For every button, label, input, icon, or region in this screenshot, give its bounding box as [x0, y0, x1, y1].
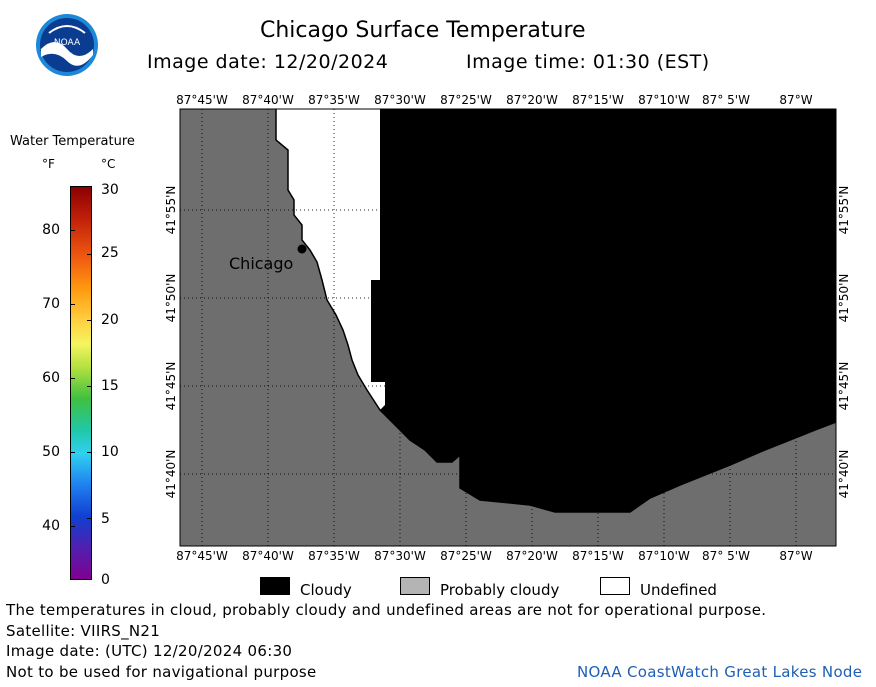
colorbar-tick	[87, 320, 92, 321]
colorbar-tick	[70, 452, 75, 453]
lat-label-right: 41°45'N	[837, 362, 851, 411]
lon-label-top: 87°15'W	[572, 93, 624, 107]
lat-label-right: 41°50'N	[837, 274, 851, 323]
lon-label-bottom: 87°20'W	[506, 549, 558, 563]
key-probably-cloudy-label: Probably cloudy	[440, 581, 560, 599]
lon-label-top: 87°40'W	[242, 93, 294, 107]
footer-credit: NOAA CoastWatch Great Lakes Node	[577, 663, 863, 681]
footer-nav-warning: Not to be used for navigational purpose	[6, 663, 317, 681]
key-cloudy-label: Cloudy	[300, 581, 352, 599]
temperature-colorbar	[70, 186, 92, 580]
legend-f-tick: 70	[42, 296, 60, 312]
chicago-label: Chicago	[229, 254, 293, 273]
legend-title: Water Temperature	[10, 134, 135, 149]
colorbar-tick	[70, 526, 75, 527]
lon-label-top: 87°25'W	[440, 93, 492, 107]
legend-c-tick: 10	[101, 444, 119, 460]
lon-label-bottom: 87° 5'W	[702, 549, 750, 563]
legend-c-tick: 0	[101, 572, 110, 588]
map-frame: Chicago	[179, 108, 837, 547]
lon-label-bottom: 87°25'W	[440, 549, 492, 563]
noaa-logo-text: NOAA	[54, 38, 81, 48]
key-undefined-swatch	[600, 577, 630, 595]
lon-label-bottom: 87°15'W	[572, 549, 624, 563]
legend-unit-c: °C	[101, 157, 116, 171]
legend-c-tick: 20	[101, 312, 119, 328]
colorbar-tick	[87, 452, 92, 453]
lat-label-right: 41°55'N	[837, 186, 851, 235]
legend-unit-f: °F	[42, 157, 55, 171]
lat-label-left: 41°40'N	[164, 450, 178, 499]
lat-label-left: 41°50'N	[164, 274, 178, 323]
lon-label-bottom: 87°45'W	[176, 549, 228, 563]
image-date-label: Image date: 12/20/2024	[147, 51, 389, 73]
lon-label-top: 87°W	[779, 93, 812, 107]
lat-label-right: 41°40'N	[837, 450, 851, 499]
legend-c-tick: 15	[101, 378, 119, 394]
lon-label-top: 87°30'W	[374, 93, 426, 107]
lon-label-top: 87°45'W	[176, 93, 228, 107]
footer-utc-date: Image date: (UTC) 12/20/2024 06:30	[6, 642, 293, 660]
lon-label-bottom: 87°30'W	[374, 549, 426, 563]
lon-label-bottom: 87°35'W	[308, 549, 360, 563]
legend-f-tick: 60	[42, 370, 60, 386]
page-title: Chicago Surface Temperature	[260, 18, 586, 43]
lon-label-bottom: 87°W	[779, 549, 812, 563]
lon-label-bottom: 87°10'W	[638, 549, 690, 563]
undefined-area	[276, 109, 385, 410]
footer-note: The temperatures in cloud, probably clou…	[6, 601, 767, 619]
lon-label-bottom: 87°40'W	[242, 549, 294, 563]
colorbar-tick	[70, 304, 75, 305]
legend-c-tick: 25	[101, 245, 119, 261]
legend-f-tick: 50	[42, 444, 60, 460]
legend-f-tick: 80	[42, 222, 60, 238]
key-probably-cloudy-swatch	[400, 577, 430, 595]
colorbar-tick	[87, 386, 92, 387]
legend-c-tick: 5	[101, 511, 110, 527]
footer-satellite: Satellite: VIIRS_N21	[6, 622, 161, 640]
legend-f-tick: 40	[42, 518, 60, 534]
lon-label-top: 87°35'W	[308, 93, 360, 107]
lon-label-top: 87°10'W	[638, 93, 690, 107]
land-area	[180, 109, 836, 546]
lon-label-top: 87° 5'W	[702, 93, 750, 107]
lat-label-left: 41°45'N	[164, 362, 178, 411]
chicago-marker	[297, 244, 307, 254]
colorbar-tick	[87, 254, 92, 255]
image-time-label: Image time: 01:30 (EST)	[466, 51, 710, 73]
colorbar-tick	[87, 518, 92, 519]
colorbar-tick	[70, 378, 75, 379]
lon-label-top: 87°20'W	[506, 93, 558, 107]
key-undefined-label: Undefined	[640, 581, 717, 599]
key-cloudy-swatch	[260, 577, 290, 595]
coastline	[275, 109, 837, 513]
legend-c-tick: 30	[101, 182, 119, 198]
lat-label-left: 41°55'N	[164, 186, 178, 235]
noaa-logo: NOAA	[36, 14, 98, 76]
colorbar-tick	[70, 230, 75, 231]
